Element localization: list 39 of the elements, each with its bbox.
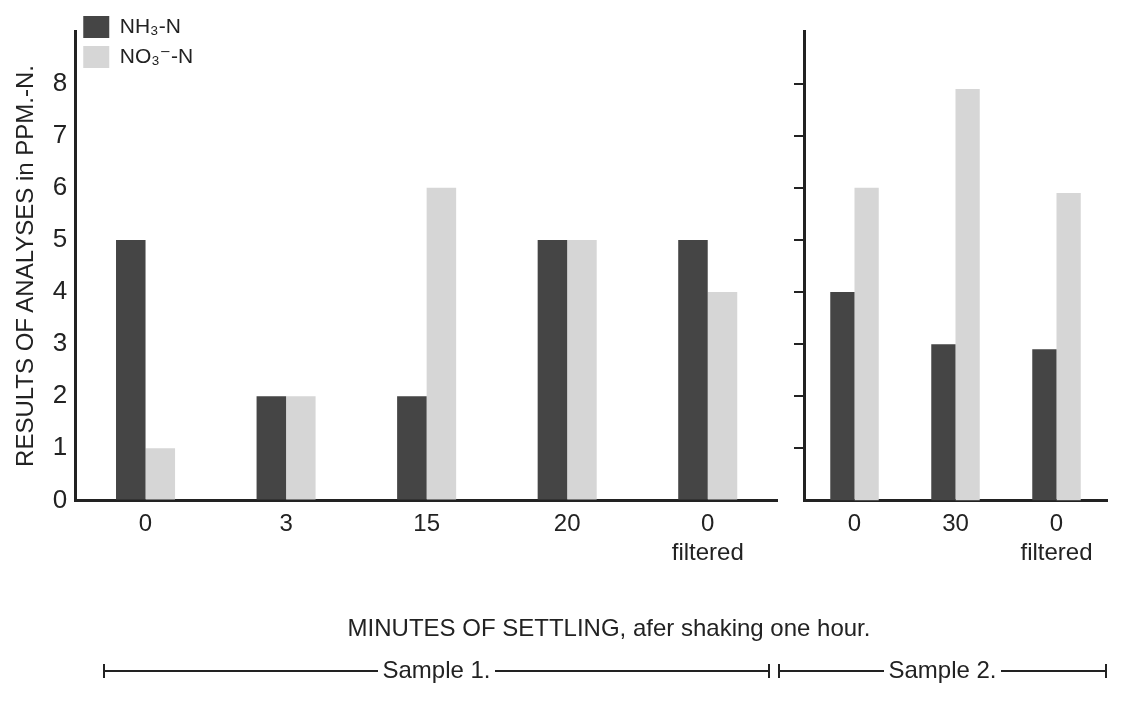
x-tick-label: 15	[413, 509, 440, 537]
text: Sample 1.	[378, 656, 495, 683]
x-axis-title: MINUTES OF SETTLING, afer shaking one hour.	[346, 614, 872, 642]
bar	[145, 448, 176, 500]
y-tick-label: 5	[52, 223, 68, 254]
bar	[426, 187, 457, 500]
y-tick-label: 7	[52, 118, 68, 149]
bar	[1056, 193, 1081, 501]
legend-label: NO₃⁻-N	[119, 43, 194, 67]
bar	[537, 239, 568, 500]
legend-label: NH₃-N	[119, 13, 181, 37]
y-tick-label: 0	[52, 483, 68, 514]
y-tick-label: 3	[52, 327, 68, 358]
x-tick-label: 30	[942, 509, 969, 537]
y-tick-label: 4	[52, 275, 68, 306]
bar	[678, 239, 708, 500]
y-tick-label: 8	[52, 66, 68, 97]
bar	[707, 292, 738, 500]
y-tick-label: 6	[52, 171, 68, 202]
y-tick-label: 1	[52, 431, 68, 462]
y-tick-label: 2	[52, 379, 68, 410]
y-axis-title: RESULTS OF ANALYSES in PPM.-N.	[11, 65, 39, 467]
bar	[955, 88, 980, 501]
bar	[931, 344, 956, 501]
x-tick-label: 20	[553, 509, 581, 537]
bar	[830, 292, 855, 501]
x-tick-label: 3	[279, 509, 293, 537]
x-tick-label: 0 filtered	[1020, 509, 1093, 566]
bar	[397, 396, 427, 500]
bar	[854, 187, 879, 501]
x-tick-label: 0 filtered	[671, 509, 744, 566]
bar	[1032, 349, 1057, 501]
bar	[286, 396, 316, 500]
bar	[567, 239, 597, 500]
x-tick-label: 0	[138, 509, 153, 537]
text: Sample 2.	[884, 656, 1001, 683]
x-tick-label: 0	[847, 509, 862, 537]
bar	[256, 396, 287, 500]
bar	[116, 239, 146, 500]
